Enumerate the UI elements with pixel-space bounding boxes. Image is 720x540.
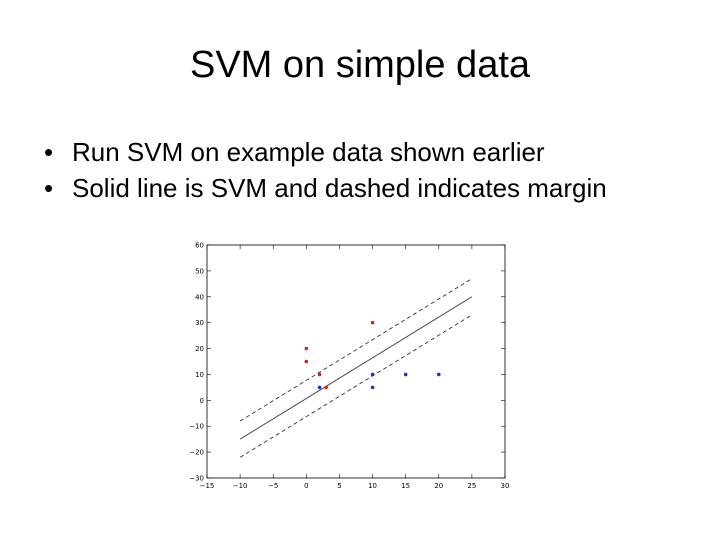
x-tick-label: −5 [268, 482, 278, 490]
data-point [370, 385, 375, 390]
y-tick-label: 60 [195, 242, 204, 250]
y-tick-label: 50 [195, 267, 204, 275]
data-point [304, 359, 309, 364]
x-tick-label: −10 [233, 482, 248, 490]
x-tick-label: 0 [304, 482, 308, 490]
bullet-item: Run SVM on example data shown earlier [44, 134, 607, 170]
y-tick-label: 20 [195, 345, 204, 353]
x-tick-label: −15 [200, 482, 215, 490]
y-tick-label: −30 [189, 475, 204, 483]
svm-decision-line [239, 296, 473, 440]
data-point [370, 320, 375, 325]
y-tick-label: 40 [195, 293, 204, 301]
data-point [370, 372, 375, 377]
x-tick-label: 30 [501, 482, 510, 490]
data-point [317, 372, 322, 377]
y-tick-label: 30 [195, 319, 204, 327]
plot-frame [206, 244, 506, 479]
bullet-list: Run SVM on example data shown earlier So… [44, 134, 607, 206]
y-tick-label: −20 [189, 449, 204, 457]
data-point [436, 372, 441, 377]
x-tick-label: 10 [368, 482, 377, 490]
x-tick-label: 20 [434, 482, 443, 490]
y-tick-label: −10 [189, 423, 204, 431]
data-point [403, 372, 408, 377]
x-tick-label: 15 [401, 482, 410, 490]
data-point [304, 346, 309, 351]
y-tick-label: 0 [200, 397, 204, 405]
x-tick-label: 5 [337, 482, 341, 490]
data-point [324, 385, 329, 390]
y-tick-label: 10 [195, 371, 204, 379]
data-point [317, 385, 322, 390]
x-tick-label: 25 [467, 482, 476, 490]
slide-title: SVM on simple data [189, 44, 531, 86]
margin-line [239, 278, 473, 422]
margin-line [239, 314, 473, 458]
bullet-item: Solid line is SVM and dashed indicates m… [44, 170, 607, 206]
